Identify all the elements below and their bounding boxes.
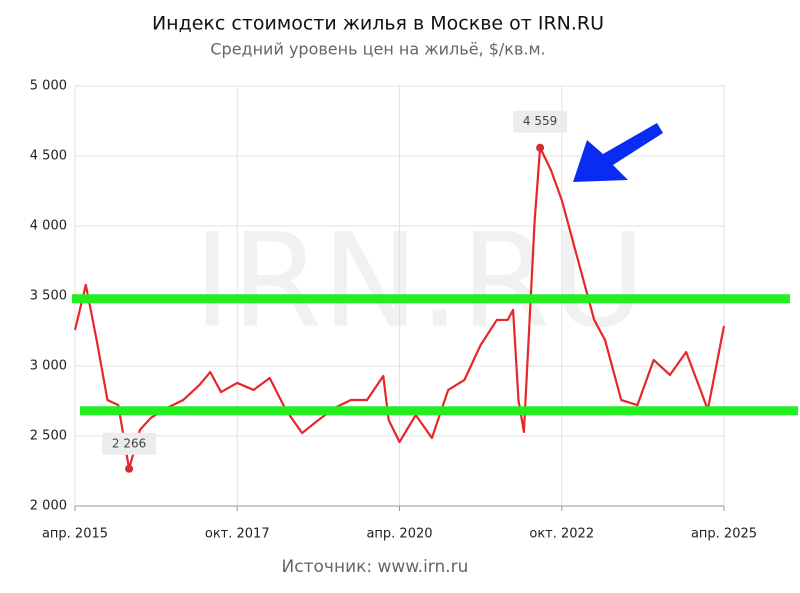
peak-marker: [536, 143, 545, 152]
label-box: [102, 432, 157, 455]
chart-subtitle: Средний уровень цен на жильё, $/кв.м.: [210, 40, 545, 59]
arrow: [573, 123, 663, 182]
data-label: 2 266: [112, 436, 146, 450]
x-tick-label: апр. 2025: [691, 527, 757, 542]
y-tick-label: 3 000: [30, 359, 67, 374]
x-tick-label: окт. 2017: [205, 527, 270, 542]
y-tick-label: 2 000: [30, 499, 67, 514]
y-tick-label: 2 500: [30, 429, 67, 444]
x-tick-label: апр. 2015: [42, 527, 108, 542]
chart-title: Индекс стоимости жилья в Москве от IRN.R…: [152, 13, 604, 35]
x-tick-label: апр. 2020: [366, 527, 432, 542]
source: Источник: www.irn.ru: [282, 557, 469, 577]
x-tick-label: окт. 2022: [529, 527, 594, 542]
peak-marker: [125, 464, 134, 473]
y-tick-label: 5 000: [30, 79, 67, 94]
watermark: IRN.RU: [193, 205, 646, 357]
y-tick-label: 4 000: [30, 219, 67, 234]
y-tick-label: 4 500: [30, 149, 67, 164]
data-label: 4 559: [523, 114, 557, 128]
label-box: [513, 110, 568, 133]
y-tick-label: 3 500: [30, 289, 67, 304]
